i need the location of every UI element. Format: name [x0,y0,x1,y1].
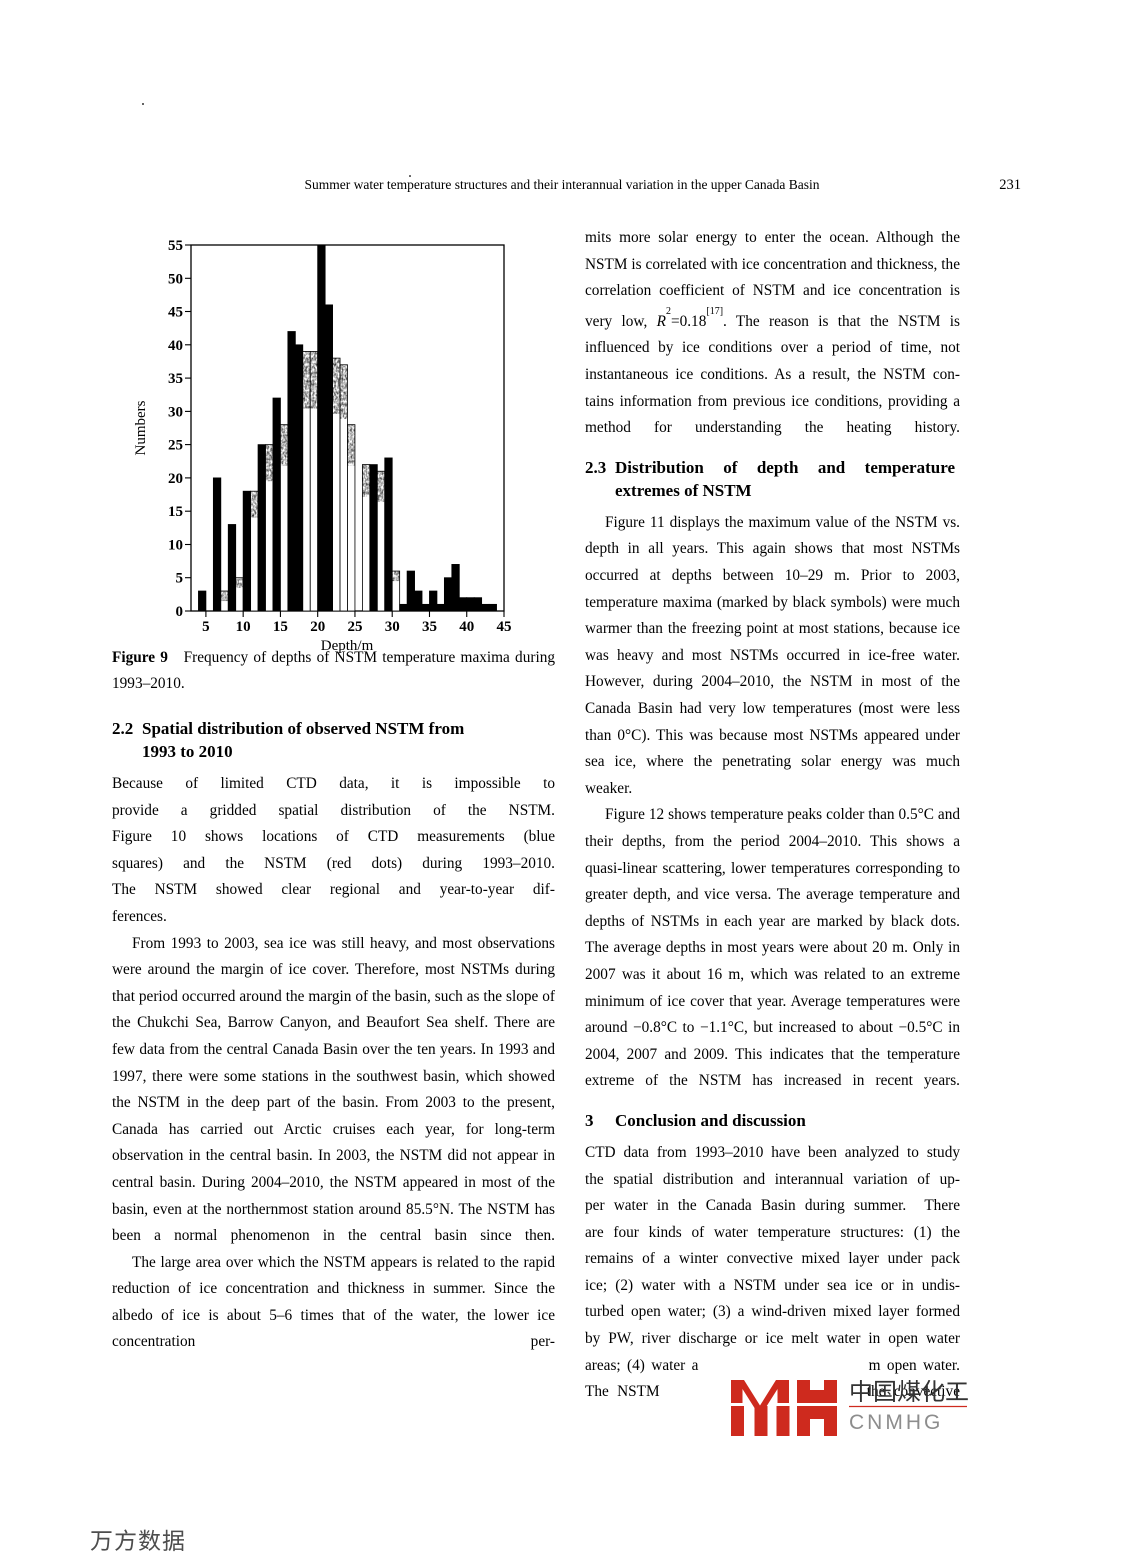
svg-text:10: 10 [168,538,183,554]
svg-text:45: 45 [168,305,183,321]
svg-text:30: 30 [385,619,400,635]
svg-text:20: 20 [168,471,183,487]
svg-text:45: 45 [497,619,512,635]
svg-text:15: 15 [273,619,288,635]
svg-text:35: 35 [422,619,437,635]
svg-text:20: 20 [310,619,325,635]
svg-text:CNMHG: CNMHG [849,1411,943,1434]
svg-text:15: 15 [168,504,183,520]
svg-text:10: 10 [236,619,251,635]
svg-text:25: 25 [347,619,362,635]
svg-text:55: 55 [168,238,183,254]
svg-text:30: 30 [168,404,183,420]
svg-text:0: 0 [176,604,184,620]
svg-text:Numbers: Numbers [133,400,149,455]
svg-text:40: 40 [168,338,183,354]
svg-text:50: 50 [168,271,183,287]
svg-text:40: 40 [459,619,474,635]
svg-text:25: 25 [168,438,183,454]
svg-text:5: 5 [176,571,184,587]
svg-text:中国煤化工: 中国煤化工 [849,1380,969,1407]
svg-text:35: 35 [168,371,183,387]
svg-text:5: 5 [202,619,210,635]
